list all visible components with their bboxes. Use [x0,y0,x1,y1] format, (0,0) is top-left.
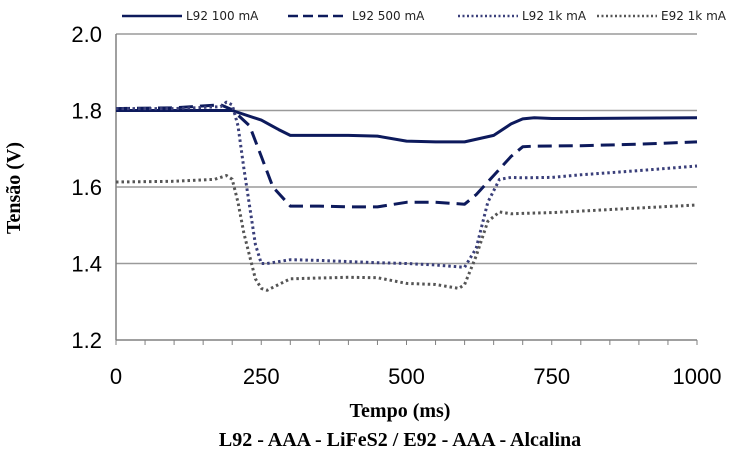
x-tick-label: 250 [243,364,280,389]
y-tick-label: 1.2 [71,328,102,353]
y-tick-label: 1.6 [71,175,102,200]
legend-label-4: E92 1k mA [661,9,727,23]
legend-label-1: L92 100 mA [186,9,259,23]
y-axis-label: Tensão (V) [3,142,25,234]
y-tick-label: 1.8 [71,99,102,124]
x-tick-label: 0 [110,364,122,389]
plot-frame [115,34,698,345]
tick-labels: 1.2 1.4 1.6 1.8 2.0 0 250 500 750 1000 [71,22,721,389]
x-tick-label: 500 [388,364,425,389]
series-line-3 [116,100,698,269]
legend-label-3: L92 1k mA [522,9,587,23]
series-layer [115,100,698,292]
series-line-2 [115,103,698,209]
legend: L92 100 mA L92 500 mA L92 1k mA E92 1k mA [122,9,727,23]
series-line-1 [116,109,698,144]
x-tick-label: 1000 [673,364,722,389]
y-tick-label: 2.0 [71,22,102,47]
series-line-4 [115,174,698,292]
legend-label-2: L92 500 mA [352,9,425,23]
x-axis-label: Tempo (ms) [350,400,451,422]
y-tick-label: 1.4 [71,252,102,277]
chart-title: L92 - AAA - LiFeS2 / E92 - AAA - Alcalin… [219,429,581,451]
x-tick-label: 750 [533,364,570,389]
gridlines [116,33,697,265]
